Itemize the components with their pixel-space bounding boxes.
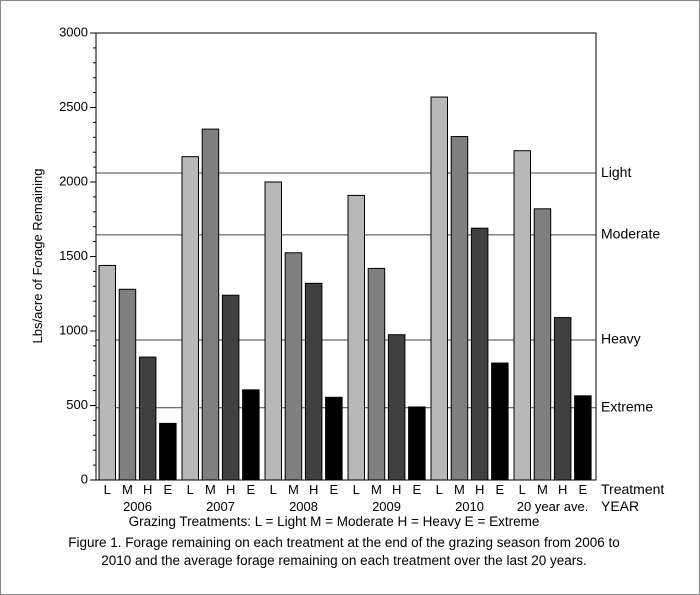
y-tick-label: 1000 [59, 322, 88, 337]
treatment-tick-label: H [475, 482, 484, 497]
bar-L [264, 181, 282, 481]
y-tick-label: 0 [81, 471, 88, 486]
bar-M [533, 208, 552, 481]
year-axis-label: YEAR [601, 498, 639, 514]
bar-E [574, 395, 592, 481]
bar-H [553, 317, 572, 481]
bar-M [118, 288, 137, 481]
y-tick-label: 2500 [59, 99, 88, 114]
treatment-tick-label: L [187, 482, 194, 497]
bar-E [242, 389, 260, 481]
bar-E [408, 406, 426, 481]
treatment-tick-label: E [247, 482, 256, 497]
legend-text: Grazing Treatments: L = Light M = Modera… [129, 514, 540, 529]
bar-E [491, 362, 509, 481]
reference-line-label: Heavy [601, 331, 641, 347]
bar-L [181, 156, 199, 481]
y-tick-label: 1500 [59, 248, 88, 263]
reference-lines [96, 172, 596, 409]
treatment-tick-label: M [122, 482, 133, 497]
treatment-tick-label: E [413, 482, 422, 497]
y-tick-label: 500 [66, 397, 88, 412]
treatment-tick-label: M [454, 482, 465, 497]
bars [98, 96, 592, 481]
axes [90, 32, 597, 481]
treatment-tick-label: M [205, 482, 216, 497]
bar-L [430, 96, 448, 481]
bar-M [367, 267, 386, 481]
treatment-tick-label: M [537, 482, 548, 497]
bar-E [159, 422, 177, 481]
year-group-label: 2010 [455, 499, 484, 514]
treatment-tick-label: E [496, 482, 505, 497]
treatment-tick-label: L [270, 482, 277, 497]
bar-M [284, 252, 303, 481]
caption-line-2: 2010 and the average forage remaining on… [101, 553, 587, 568]
bar-L [98, 264, 116, 481]
year-group-label: 20 year ave. [517, 499, 589, 514]
treatment-tick-label: L [104, 482, 111, 497]
treatment-tick-label: H [558, 482, 567, 497]
treatment-axis-label: Treatment [601, 481, 664, 497]
bar-H [304, 282, 323, 481]
treatment-tick-label: H [226, 482, 235, 497]
treatment-tick-label: M [371, 482, 382, 497]
bar-L [513, 150, 531, 481]
year-group-label: 2008 [289, 499, 318, 514]
treatment-tick-label: H [309, 482, 318, 497]
treatment-tick-label: E [579, 482, 588, 497]
bar-H [470, 227, 489, 481]
treatment-tick-label: H [392, 482, 401, 497]
caption-line-1: Figure 1. Forage remaining on each treat… [68, 535, 620, 550]
y-tick-label: 2000 [59, 173, 88, 188]
year-group-label: 2006 [123, 499, 152, 514]
y-axis-label: Lbs/acre of Forage Remaining [30, 169, 45, 344]
year-group-label: 2007 [206, 499, 235, 514]
treatment-tick-label: L [519, 482, 526, 497]
bar-M [201, 128, 220, 481]
labels: Light Moderate Heavy Extreme 0 500 1000 1500 200… [59, 24, 660, 514]
bar-H [221, 294, 240, 481]
bar-L [347, 194, 365, 481]
treatment-tick-label: L [436, 482, 443, 497]
reference-line-label: Light [601, 164, 631, 180]
treatment-tick-label: E [164, 482, 173, 497]
bar-H [387, 334, 406, 481]
treatment-tick-label: E [330, 482, 339, 497]
bar-H [138, 356, 157, 481]
year-group-label: 2009 [372, 499, 401, 514]
bar-E [325, 396, 343, 481]
bar-M [450, 136, 469, 481]
treatment-tick-label: H [143, 482, 152, 497]
treatment-tick-label: L [353, 482, 360, 497]
treatment-tick-label: M [288, 482, 299, 497]
y-tick-label: 3000 [59, 24, 88, 39]
reference-line-label: Extreme [601, 398, 653, 414]
reference-line-label: Moderate [601, 226, 660, 242]
